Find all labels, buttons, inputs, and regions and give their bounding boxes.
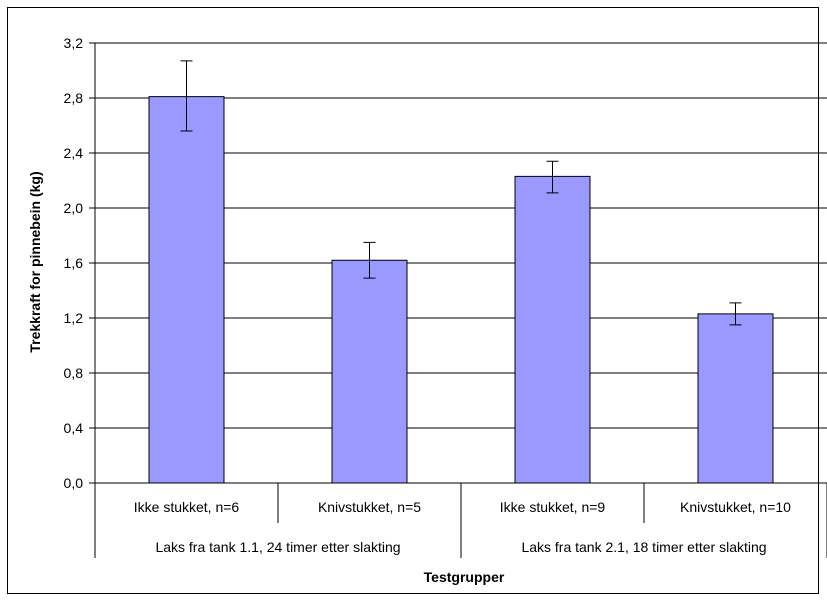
bar: [148, 96, 225, 484]
y-tick-label: 1,6: [64, 255, 84, 271]
bar: [697, 313, 774, 484]
bars: [148, 96, 774, 484]
category-label: Ikke stukket, n=9: [500, 499, 606, 515]
bar: [331, 259, 408, 484]
error-bars: [180, 60, 742, 326]
category-label: Knivstukket, n=5: [318, 499, 421, 515]
category-label: Knivstukket, n=10: [680, 499, 791, 515]
y-tick-label: 2,0: [64, 200, 84, 216]
y-tick-label: 2,4: [64, 145, 84, 161]
category-label: Ikke stukket, n=6: [134, 499, 240, 515]
bar: [514, 175, 591, 484]
y-axis-title: Trekkraft for pinnebein (kg): [27, 171, 43, 352]
x-axis-title: Testgrupper: [424, 569, 505, 585]
y-tick-label: 3,2: [64, 35, 84, 51]
y-tick-label: 0,0: [64, 475, 84, 491]
group-label: Laks fra tank 2.1, 18 timer etter slakti…: [521, 539, 766, 555]
y-tick-label: 2,8: [64, 90, 84, 106]
group-label: Laks fra tank 1.1, 24 timer etter slakti…: [155, 539, 400, 555]
y-tick-label: 0,8: [64, 365, 84, 381]
y-tick-label: 0,4: [64, 420, 84, 436]
y-tick-label: 1,2: [64, 310, 84, 326]
y-tick-labels: 0,0 0,4 0,8 1,2 1,6 2,0 2,4 2,8 3,2: [64, 35, 84, 491]
chart-frame: [7, 7, 819, 594]
category-labels: Ikke stukket, n=6 Knivstukket, n=5 Ikke st…: [94, 483, 827, 558]
